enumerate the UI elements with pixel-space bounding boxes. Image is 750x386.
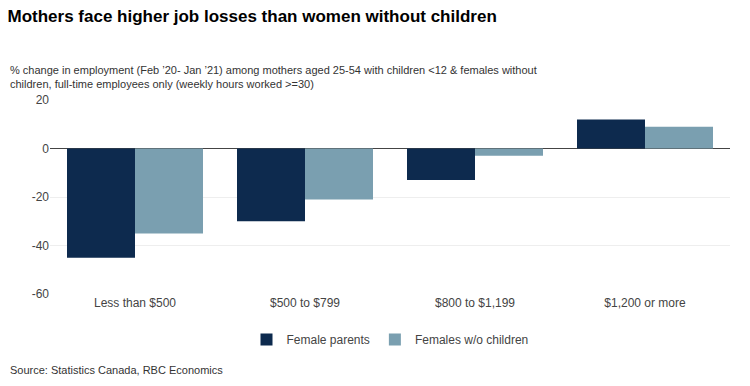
svg-text:0: 0: [42, 142, 49, 156]
svg-text:-20: -20: [32, 190, 50, 204]
svg-text:-60: -60: [32, 287, 50, 301]
svg-text:% change in employment (Feb ’2: % change in employment (Feb ’20- Jan ’21…: [10, 64, 537, 90]
svg-text:Mothers face higher job losses: Mothers face higher job losses than wome…: [8, 7, 497, 26]
svg-text:20: 20: [36, 93, 50, 107]
svg-text:$800 to $1,199: $800 to $1,199: [435, 296, 515, 310]
svg-text:$1,200 or more: $1,200 or more: [604, 296, 686, 310]
svg-text:Females w/o children: Females w/o children: [415, 333, 528, 347]
svg-text:-40: -40: [32, 239, 50, 253]
svg-text:Female parents: Female parents: [287, 333, 370, 347]
svg-text:Source: Statistics Canada, RBC: Source: Statistics Canada, RBC Economics: [10, 364, 223, 376]
svg-text:$500 to $799: $500 to $799: [270, 296, 340, 310]
svg-text:Less than $500: Less than $500: [94, 296, 176, 310]
